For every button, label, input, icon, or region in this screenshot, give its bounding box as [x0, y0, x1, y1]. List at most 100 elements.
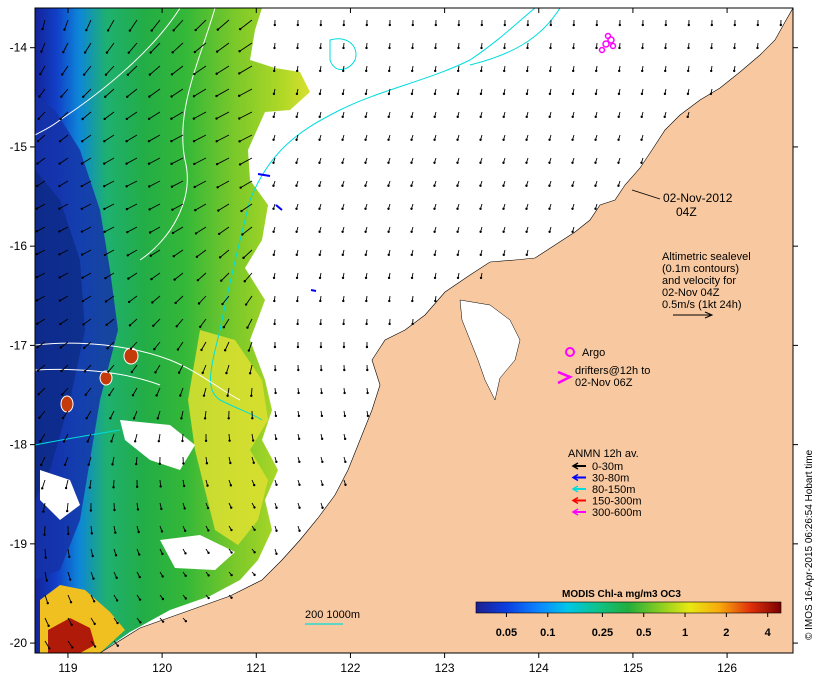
velocity-arrow: [59, 157, 69, 164]
velocity-arrow-head: [106, 29, 110, 32]
velocity-arrow-head: [341, 115, 344, 119]
velocity-arrow-head: [253, 506, 256, 509]
drifters-label: drifters@12h to: [575, 365, 650, 377]
anmn-label: 30-80m: [592, 473, 629, 485]
velocity-arrow: [204, 410, 207, 419]
velocity-arrow-head: [160, 507, 163, 511]
velocity-arrow-head: [617, 92, 621, 96]
velocity-arrow-head: [525, 184, 528, 187]
velocity-arrow-head: [364, 69, 368, 73]
velocity-arrow-head: [109, 417, 112, 420]
velocity-arrow: [39, 433, 46, 442]
velocity-arrow-head: [71, 646, 74, 649]
velocity-arrow-head: [193, 162, 196, 166]
velocity-arrow: [155, 364, 161, 373]
velocity-arrow-head: [148, 185, 151, 188]
velocity-arrow: [152, 295, 161, 303]
velocity-arrow: [193, 134, 207, 142]
velocity-arrow-head: [238, 27, 242, 31]
velocity-arrow: [149, 180, 161, 187]
velocity-arrow-head: [88, 486, 92, 489]
velocity-arrow-head: [525, 161, 528, 164]
velocity-arrow: [128, 42, 138, 53]
velocity-arrow-head: [433, 253, 436, 257]
velocity-arrow-head: [366, 414, 370, 418]
velocity-arrow: [171, 134, 184, 142]
velocity-arrow-head: [298, 460, 301, 464]
velocity-arrow-head: [182, 462, 185, 465]
velocity-arrow-head: [502, 230, 505, 234]
velocity-arrow: [81, 249, 92, 256]
velocity-arrow: [42, 19, 46, 30]
velocity-arrow-head: [410, 276, 414, 280]
drifter-trace: [275, 204, 283, 211]
velocity-arrow-head: [58, 253, 61, 256]
velocity-arrow-head: [136, 508, 140, 511]
lat-tick-label: -15: [10, 140, 28, 154]
velocity-arrow-head: [237, 94, 241, 98]
velocity-arrow-head: [387, 138, 390, 141]
velocity-arrow-head: [595, 46, 598, 50]
velocity-arrow-head: [572, 46, 575, 50]
velocity-arrow: [44, 617, 50, 627]
velocity-arrow-head: [36, 139, 40, 143]
velocity-arrow-head: [174, 301, 177, 305]
velocity-arrow: [126, 157, 138, 165]
drifter-marker: [557, 370, 574, 385]
argo-marker: [565, 347, 575, 357]
velocity-arrow-head: [152, 324, 155, 328]
velocity-arrow-head: [525, 138, 528, 141]
velocity-arrow: [37, 341, 46, 348]
velocity-arrow-head: [272, 253, 275, 257]
velocity-arrow-head: [387, 184, 390, 187]
velocity-arrow-head: [39, 72, 42, 76]
velocity-arrow: [152, 318, 161, 327]
velocity-arrow-head: [36, 369, 40, 372]
argo-label: Argo: [582, 347, 605, 359]
velocity-arrow-head: [756, 46, 759, 50]
velocity-arrow: [63, 433, 69, 442]
velocity-arrow-head: [457, 23, 461, 27]
velocity-arrow-head: [388, 299, 391, 303]
velocity-arrow-head: [194, 232, 198, 235]
velocity-arrow-head: [244, 303, 248, 306]
velocity-arrow-head: [129, 347, 133, 350]
velocity-arrow-head: [594, 207, 597, 210]
velocity-arrow: [175, 295, 184, 304]
velocity-arrow-head: [205, 462, 209, 465]
velocity-arrow-head: [548, 207, 551, 210]
velocity-arrow-head: [230, 506, 233, 509]
lat-tick-label: -20: [10, 636, 28, 650]
velocity-arrow-head: [548, 138, 551, 141]
velocity-arrow-head: [103, 253, 107, 257]
velocity-arrow-head: [83, 370, 87, 373]
velocity-arrow: [157, 410, 161, 419]
velocity-arrow-head: [177, 371, 181, 374]
velocity-arrow-head: [103, 207, 106, 211]
velocity-arrow-head: [595, 23, 599, 27]
velocity-arrow-head: [229, 484, 233, 487]
drifter-trace: [310, 289, 317, 292]
velocity-arrow-head: [221, 302, 224, 306]
velocity-arrow-head: [36, 345, 39, 349]
anmn-arrowhead: [571, 462, 579, 470]
velocity-arrow-head: [732, 69, 736, 73]
velocity-arrow: [216, 65, 230, 75]
velocity-arrow-head: [248, 372, 252, 375]
velocity-arrow-head: [296, 299, 299, 303]
velocity-arrow-head: [274, 414, 278, 418]
velocity-arrow-head: [686, 92, 690, 96]
velocity-arrow-head: [295, 230, 298, 234]
velocity-arrow-head: [617, 69, 621, 73]
velocity-arrow-head: [138, 575, 141, 579]
velocity-arrow: [134, 433, 138, 442]
velocity-arrow: [90, 525, 93, 534]
velocity-arrow: [239, 42, 253, 52]
velocity-arrow-head: [80, 140, 84, 143]
velocity-arrow: [220, 272, 230, 282]
velocity-arrow: [224, 341, 230, 351]
velocity-arrow-head: [227, 417, 230, 420]
velocity-arrow-head: [779, 23, 783, 27]
lon-tick-label: 122: [340, 661, 360, 675]
velocity-arrow: [126, 111, 138, 120]
